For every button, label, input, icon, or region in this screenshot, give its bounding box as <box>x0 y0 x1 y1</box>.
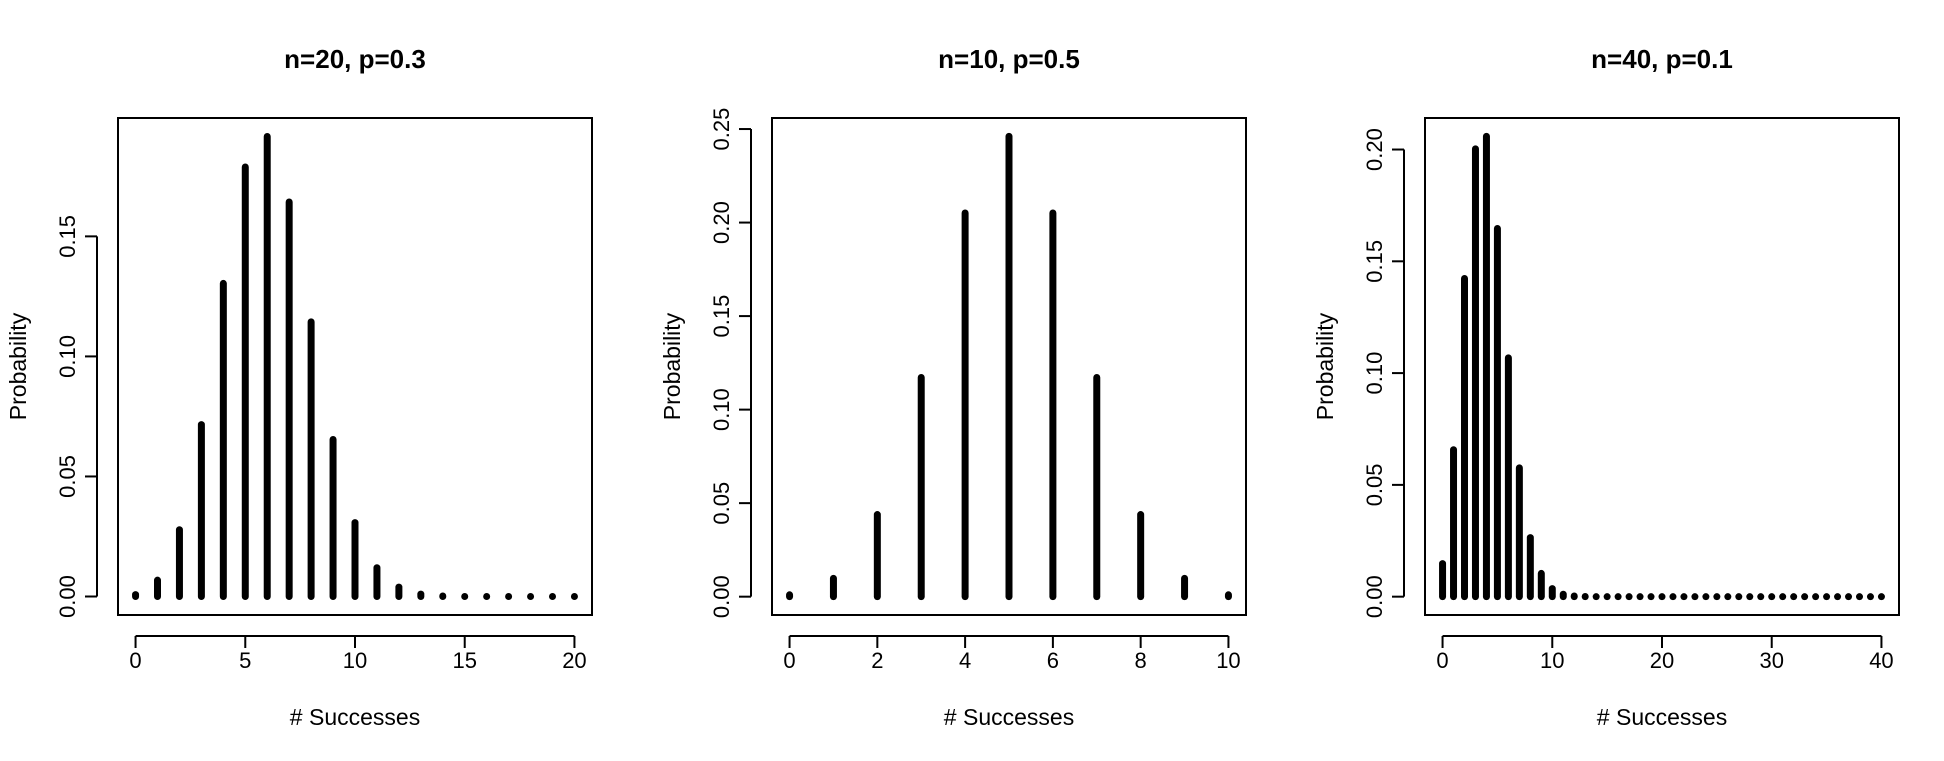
spike-series <box>132 132 578 601</box>
x-axis: 0 2 4 6 8 10 <box>783 635 1241 673</box>
x-tick-label: 0 <box>129 648 141 673</box>
y-tick-label: 0.00 <box>1362 575 1387 618</box>
x-tick-label: 0 <box>783 648 795 673</box>
chart-title: n=20, p=0.3 <box>284 44 426 74</box>
x-tick-label: 20 <box>562 648 586 673</box>
y-axis: 0.00 0.05 0.10 0.15 <box>55 215 98 618</box>
x-tick-label: 30 <box>1759 648 1783 673</box>
x-axis: 0 5 10 15 20 <box>129 635 587 673</box>
plot-frame <box>771 117 1247 616</box>
x-axis-label: # Successes <box>944 704 1074 730</box>
plot-frame <box>1424 117 1900 616</box>
x-tick-label: 2 <box>871 648 883 673</box>
y-tick-label: 0.00 <box>709 575 734 618</box>
chart-panel-2: n=10, p=0.5 0 2 4 6 8 10 # Successes 0.00 0.05 0.1… <box>659 44 1247 730</box>
y-tick-label: 0.20 <box>709 201 734 244</box>
x-tick-label: 8 <box>1135 648 1147 673</box>
x-axis-label: # Successes <box>1597 704 1727 730</box>
y-tick-label: 0.15 <box>55 215 80 258</box>
x-tick-label: 0 <box>1436 648 1448 673</box>
spike-series <box>1439 132 1885 601</box>
x-tick-label: 5 <box>239 648 251 673</box>
y-tick-label: 0.15 <box>1362 240 1387 283</box>
x-axis-label: # Successes <box>290 704 420 730</box>
x-tick-label: 15 <box>452 648 476 673</box>
y-tick-label: 0.05 <box>1362 463 1387 506</box>
y-tick-label: 0.10 <box>709 388 734 431</box>
y-axis-label: Probability <box>5 312 31 420</box>
x-tick-label: 40 <box>1869 648 1893 673</box>
y-tick-label: 0.20 <box>1362 128 1387 171</box>
y-axis-label: Probability <box>1312 312 1338 420</box>
x-tick-label: 20 <box>1650 648 1674 673</box>
x-tick-label: 10 <box>1540 648 1564 673</box>
x-tick-label: 6 <box>1047 648 1059 673</box>
chart-title: n=40, p=0.1 <box>1591 44 1733 74</box>
y-tick-label: 0.10 <box>55 335 80 378</box>
y-tick-label: 0.10 <box>1362 352 1387 395</box>
chart-panel-3: n=40, p=0.10 10 20 30 40# Successes0.000.050… <box>1312 44 1900 730</box>
chart-title: n=10, p=0.5 <box>938 44 1080 74</box>
y-axis: 0.00 0.05 0.10 0.15 0.20 0.25 <box>709 108 752 618</box>
x-tick-label: 4 <box>959 648 971 673</box>
y-axis: 0.00 0.05 0.10 0.15 0.20 <box>1362 128 1405 618</box>
x-axis: 0 10 20 30 40 <box>1436 635 1894 673</box>
y-tick-label: 0.00 <box>55 575 80 618</box>
chart-panel-1: n=20, p=0.30 5 10 15 20# Successes0.000.050.… <box>5 44 593 730</box>
y-axis-label: Probability <box>659 312 685 420</box>
x-tick-label: 10 <box>343 648 367 673</box>
y-tick-label: 0.25 <box>709 108 734 151</box>
spike-series <box>786 132 1232 601</box>
y-tick-label: 0.05 <box>55 455 80 498</box>
y-tick-label: 0.15 <box>709 295 734 338</box>
plot-frame <box>117 117 593 616</box>
x-tick-label: 10 <box>1216 648 1240 673</box>
y-tick-label: 0.05 <box>709 482 734 525</box>
